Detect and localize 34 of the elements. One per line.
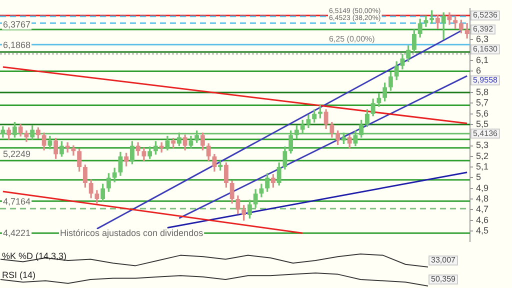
annotation: 5,2249: [3, 148, 31, 159]
y-tick-label: 4,8: [476, 193, 489, 204]
ref-line-label: 5,4136: [473, 128, 498, 138]
y-tick-label: 5,2: [476, 150, 489, 161]
annotation: RSI (14): [2, 270, 36, 280]
y-tick-label: 4,9: [476, 182, 489, 193]
y-tick-label: 5,6: [476, 108, 489, 118]
y-tick-label: 4,6: [476, 214, 489, 225]
ref-line-label: 6,5236: [473, 10, 498, 20]
y-tick-label: 5,3: [476, 140, 489, 150]
y-tick-label: 6,3: [476, 34, 489, 44]
annotation: 6,1868: [3, 40, 31, 50]
y-tick-label: 4,5: [476, 225, 489, 236]
candlestick: [65, 142, 70, 152]
y-tick-label: 5: [476, 172, 482, 182]
ref-line-label: 6,25 (0,00%): [329, 34, 376, 44]
y-tick-label: 6,1: [476, 55, 489, 66]
annotation: Históricos ajustados con dividendos: [60, 228, 204, 238]
annotation: 6,3767: [3, 20, 31, 30]
annotation: %K %D (14,3,3): [2, 250, 67, 261]
y-tick-label: 5,5: [476, 118, 489, 129]
ref-line-label: 6,1630: [473, 44, 498, 54]
candlestick: [159, 142, 164, 152]
annotation: 33,007: [431, 256, 456, 265]
annotation: 50,359: [431, 274, 456, 284]
y-tick-label: 5,7: [476, 98, 489, 108]
y-tick-label: 5,8: [476, 87, 489, 98]
ref-line-label: 6,392: [473, 24, 494, 34]
series-label: 5,9558: [473, 76, 498, 85]
y-tick-label: 6: [476, 66, 482, 76]
y-tick-label: 4,7: [476, 204, 489, 214]
annotation: 4,7164: [3, 196, 31, 206]
y-tick-label: 5,1: [476, 162, 489, 172]
annotation: 4,4221: [3, 228, 31, 238]
